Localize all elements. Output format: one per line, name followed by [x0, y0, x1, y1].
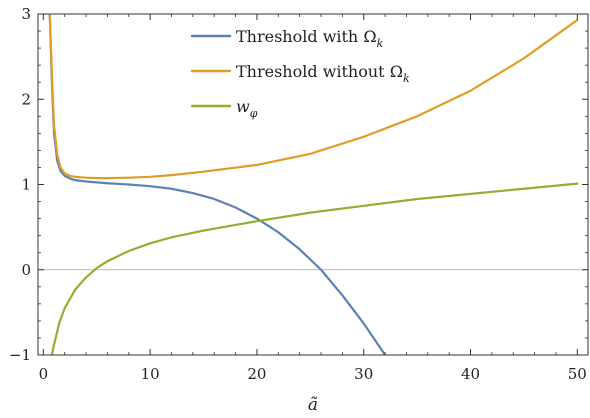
x-tick-label: 30 [354, 365, 373, 383]
legend-label-subscript: k [377, 37, 384, 50]
legend-label-3: wφ [236, 97, 258, 120]
x-tick-label: 0 [39, 365, 49, 383]
legend-label-subscript: k [403, 72, 410, 85]
x-axis-title: ã [308, 395, 318, 415]
legend-label-2: Threshold without Ωk [236, 62, 410, 85]
legend-label-text: w [236, 97, 250, 116]
series-line-3 [50, 182, 579, 355]
y-axis-ticks: −1 0 1 2 3 [9, 5, 588, 364]
x-tick-label: 50 [568, 365, 587, 383]
legend-label-subscript: φ [250, 107, 258, 120]
y-tick-label: 2 [21, 90, 31, 108]
x-tick-label: 40 [461, 365, 480, 383]
x-tick-label: 10 [141, 365, 160, 383]
series-line-2 [48, 14, 579, 180]
x-axis-ticks: 0 10 20 30 40 50 [39, 14, 587, 383]
legend-label-1: Threshold with Ωk [236, 27, 384, 50]
series-line-1 [48, 14, 387, 355]
x-tick-label: 20 [247, 365, 266, 383]
y-tick-label: 1 [21, 176, 31, 194]
legend-label-text: Threshold without Ω [236, 62, 403, 81]
y-tick-label: 0 [21, 261, 31, 279]
y-tick-label: −1 [9, 346, 31, 364]
series-layer [48, 14, 579, 355]
y-tick-label: 3 [21, 5, 31, 23]
legend-label-text: Threshold with Ω [236, 27, 377, 46]
